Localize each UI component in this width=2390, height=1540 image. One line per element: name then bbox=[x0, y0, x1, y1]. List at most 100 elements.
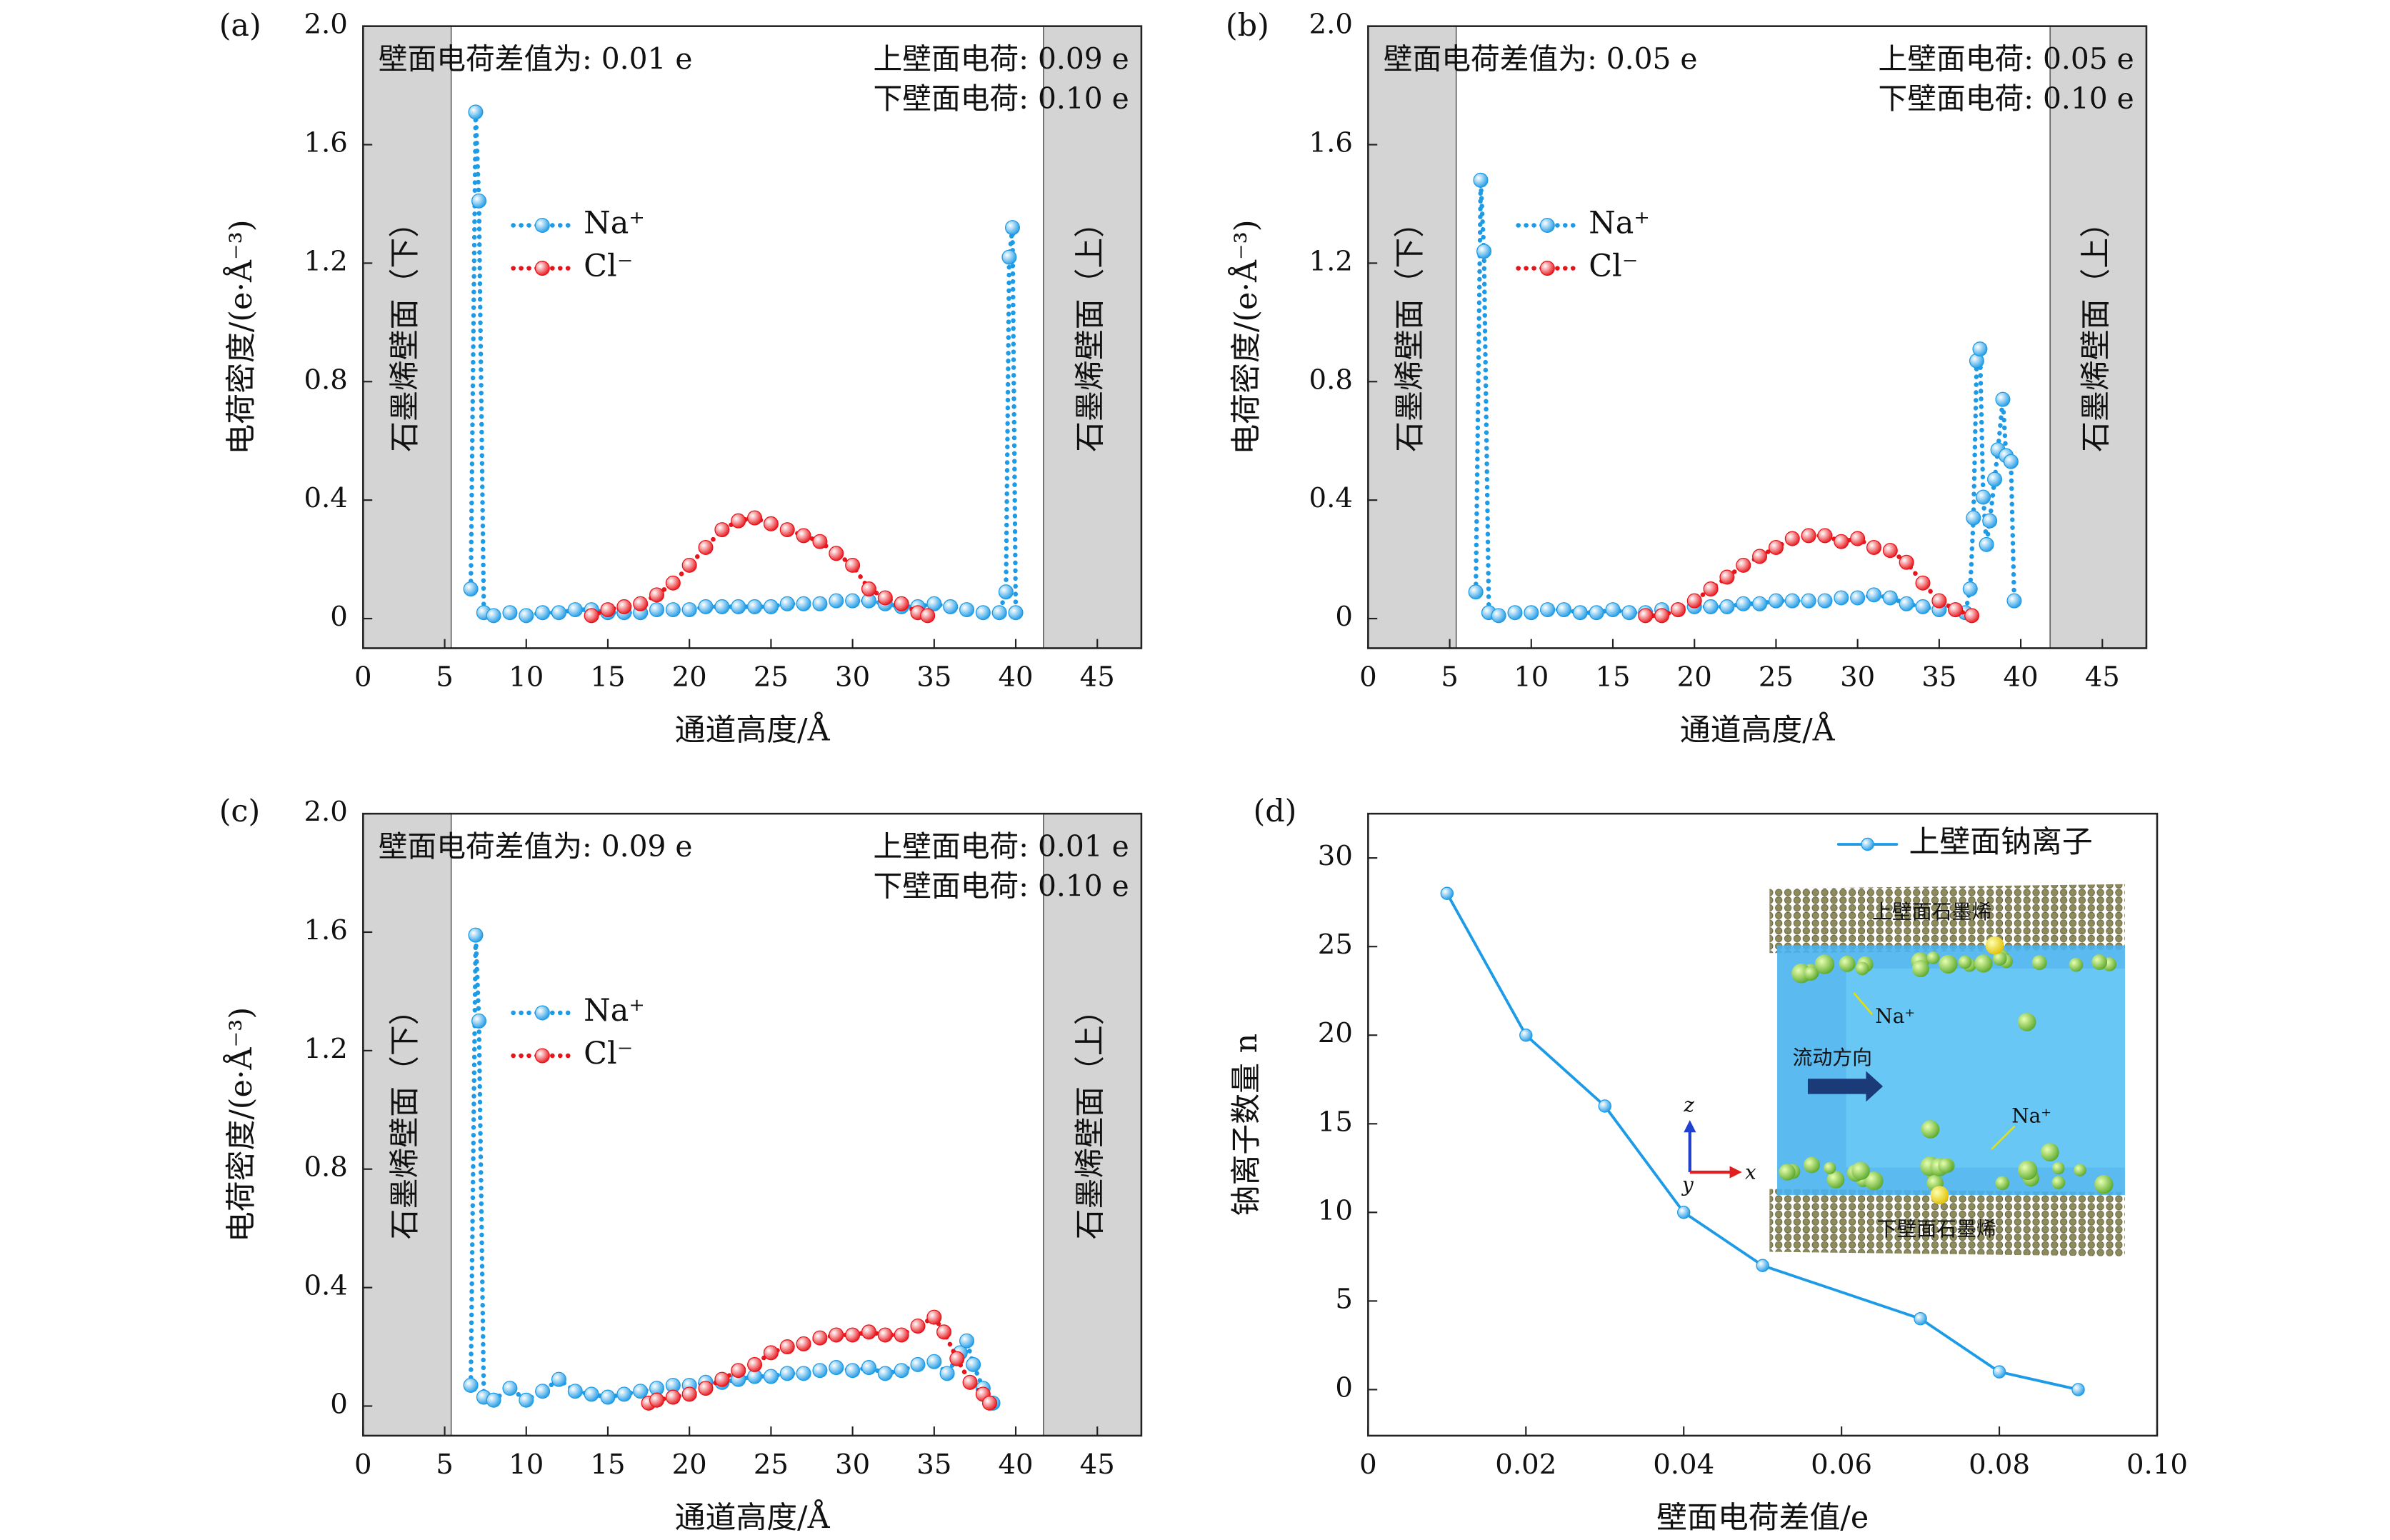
data-point bbox=[2003, 454, 2019, 469]
panel-label: (b) bbox=[1226, 8, 1269, 44]
data-point bbox=[975, 605, 991, 621]
ion bbox=[1974, 954, 1993, 973]
data-point bbox=[471, 1013, 487, 1029]
x-tick-label: 10 bbox=[1514, 661, 1549, 693]
annotation: 壁面电荷差值为: 0.01 e bbox=[379, 41, 693, 76]
data-point bbox=[1638, 608, 1654, 624]
data-point bbox=[519, 1392, 534, 1408]
data-point bbox=[1556, 602, 1571, 618]
x-tick-label: 30 bbox=[1840, 661, 1875, 693]
data-point bbox=[1931, 593, 1947, 609]
ion bbox=[1938, 1158, 1954, 1174]
legend-marker bbox=[534, 261, 550, 276]
x-tick-label: 30 bbox=[835, 661, 870, 693]
x-tick-label: 0.04 bbox=[1653, 1449, 1714, 1481]
data-point bbox=[1473, 172, 1489, 188]
data-point bbox=[796, 596, 811, 611]
legend-label: 上壁面钠离子 bbox=[1909, 824, 2093, 860]
data-point bbox=[779, 1366, 795, 1381]
data-point bbox=[829, 546, 844, 561]
y-tick-label: 1.2 bbox=[1309, 245, 1353, 277]
data-point bbox=[567, 602, 583, 618]
arrow-head bbox=[1729, 1166, 1742, 1179]
legend-label: Cl⁻ bbox=[584, 1036, 633, 1071]
x-tick-label: 25 bbox=[754, 661, 789, 693]
plot-frame bbox=[362, 812, 1143, 1437]
data-point bbox=[1004, 220, 1020, 236]
x-tick-label: 45 bbox=[2085, 661, 2120, 693]
series-line bbox=[468, 111, 1019, 619]
data-point bbox=[1756, 1259, 1769, 1272]
x-axis-label: 通道高度/Å bbox=[1680, 711, 1836, 748]
wall bbox=[362, 25, 452, 649]
data-point bbox=[1882, 543, 1898, 559]
data-point bbox=[1834, 590, 1849, 606]
data-point bbox=[714, 1371, 730, 1387]
data-point bbox=[714, 599, 730, 614]
data-point bbox=[939, 1366, 955, 1381]
ion bbox=[1804, 966, 1819, 981]
data-point bbox=[1686, 593, 1702, 609]
x-tick-label: 10 bbox=[509, 661, 544, 693]
data-point bbox=[1882, 590, 1898, 606]
data-point bbox=[1736, 596, 1751, 611]
data-point bbox=[926, 1309, 942, 1325]
data-point bbox=[1605, 602, 1621, 618]
data-point bbox=[535, 605, 551, 621]
data-point bbox=[1507, 605, 1523, 621]
ion bbox=[1958, 955, 1972, 969]
series-line bbox=[1473, 180, 2017, 619]
x-tick-label: 0.06 bbox=[1811, 1449, 1872, 1481]
data-point bbox=[649, 602, 665, 618]
ion bbox=[2074, 1164, 2086, 1176]
data-point bbox=[502, 1381, 518, 1396]
data-point bbox=[779, 1339, 795, 1355]
wall bbox=[1043, 813, 1142, 1436]
y-tick-label: 20 bbox=[1318, 1017, 1353, 1049]
legend-label: Cl⁻ bbox=[584, 249, 633, 284]
data-point bbox=[600, 1389, 616, 1405]
y-tick-label: 1.6 bbox=[304, 914, 347, 946]
ion bbox=[1855, 961, 1869, 976]
bottom-graphene bbox=[1769, 1189, 2125, 1256]
annotation: 壁面电荷差值为: 0.05 e bbox=[1384, 41, 1698, 76]
data-point bbox=[665, 1389, 681, 1405]
y-tick-label: 1.6 bbox=[1309, 127, 1353, 159]
data-point bbox=[600, 602, 616, 618]
data-point bbox=[1899, 596, 1914, 611]
wall bbox=[1043, 25, 1142, 649]
data-point bbox=[943, 599, 959, 614]
wall-label: 石墨烯壁面（上） bbox=[1072, 994, 1108, 1239]
data-point bbox=[731, 513, 746, 529]
data-point bbox=[747, 1356, 763, 1372]
wall-label: 石墨烯壁面（上） bbox=[2079, 207, 2114, 452]
data-point bbox=[1491, 608, 1506, 624]
x-tick-label: 40 bbox=[998, 1449, 1033, 1481]
data-point bbox=[845, 1327, 861, 1343]
data-point bbox=[1703, 599, 1719, 614]
flow-arrow bbox=[1807, 1071, 1884, 1102]
ion bbox=[1864, 1171, 1884, 1191]
wall bbox=[1367, 25, 1457, 649]
ion bbox=[1826, 1171, 1845, 1189]
ion bbox=[2052, 1161, 2065, 1175]
data-point bbox=[463, 581, 479, 597]
data-point bbox=[1817, 593, 1833, 609]
data-point bbox=[2071, 1383, 2085, 1396]
data-point bbox=[1982, 513, 1998, 529]
panel-label: (a) bbox=[219, 8, 261, 44]
wall-label: 石墨烯壁面（下） bbox=[387, 207, 423, 452]
y-tick-label: 5 bbox=[1335, 1283, 1353, 1315]
x-tick-label: 5 bbox=[1441, 661, 1459, 693]
data-point bbox=[1801, 593, 1816, 609]
x-axis-label: 通道高度/Å bbox=[675, 711, 831, 748]
y-tick-label: 2.0 bbox=[304, 796, 347, 828]
data-point bbox=[949, 1351, 965, 1366]
data-point bbox=[845, 593, 861, 609]
data-point bbox=[796, 528, 811, 544]
data-point bbox=[714, 522, 730, 538]
top-graphene bbox=[1769, 884, 2125, 954]
data-point bbox=[1001, 249, 1017, 265]
wall-label: 石墨烯壁面（下） bbox=[1392, 207, 1428, 452]
data-point bbox=[535, 1384, 551, 1399]
